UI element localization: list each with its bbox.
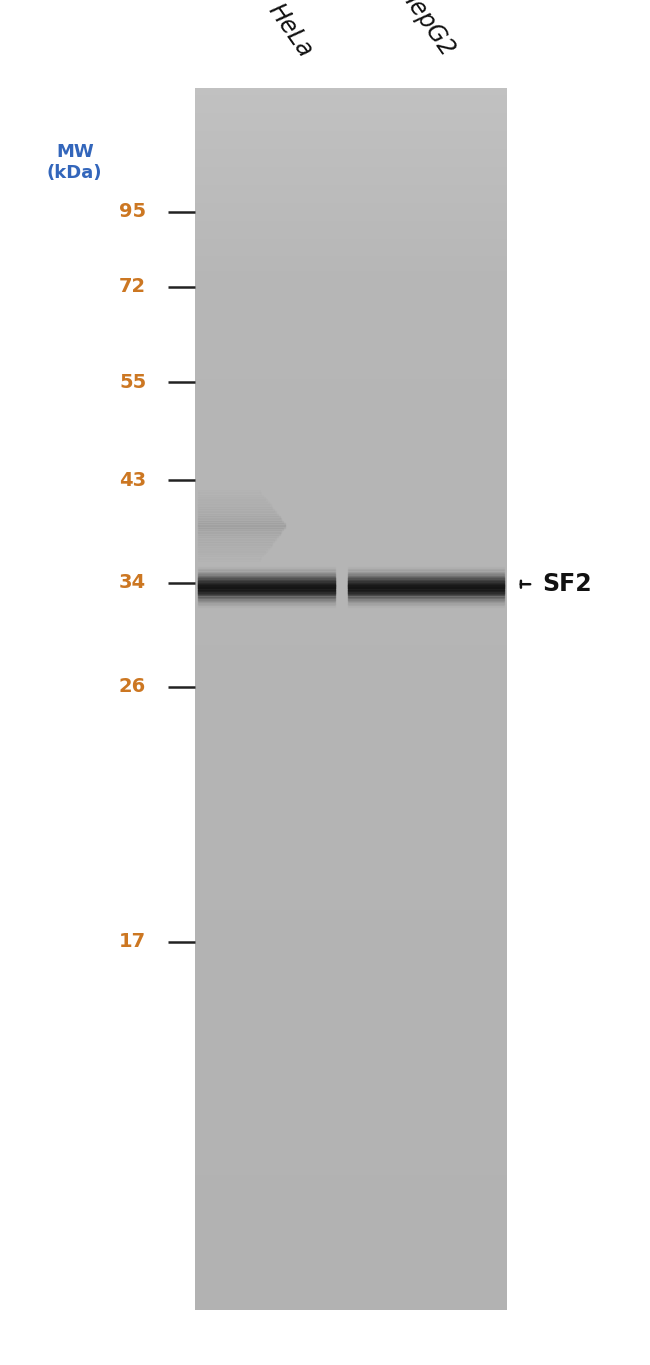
Text: 17: 17 (119, 932, 146, 951)
Text: SF2: SF2 (543, 572, 592, 597)
Text: HepG2: HepG2 (393, 0, 459, 61)
Text: 34: 34 (119, 573, 146, 592)
Text: 55: 55 (119, 373, 146, 392)
Text: 26: 26 (119, 677, 146, 696)
Text: 95: 95 (119, 202, 146, 221)
Text: 72: 72 (119, 277, 146, 296)
Text: MW
(kDa): MW (kDa) (47, 143, 103, 182)
Text: HeLa: HeLa (263, 0, 317, 61)
Text: 43: 43 (119, 471, 146, 490)
